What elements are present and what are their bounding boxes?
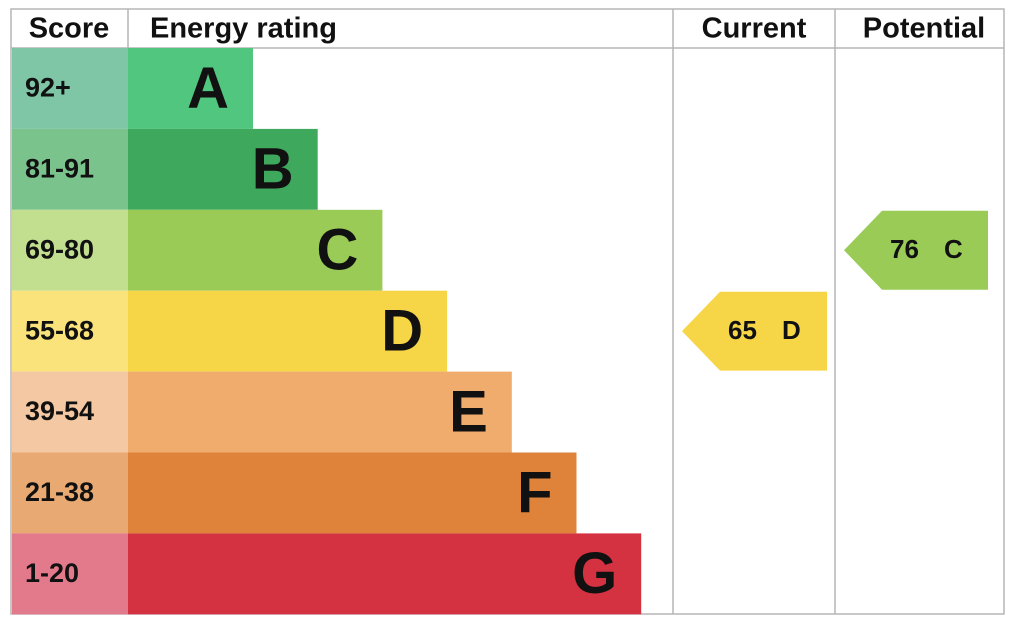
rating-bar bbox=[128, 48, 253, 129]
rating-letter: F bbox=[517, 460, 552, 525]
rating-letter: D bbox=[381, 298, 423, 363]
current-value: 65 bbox=[728, 315, 757, 345]
rating-bar bbox=[128, 533, 642, 615]
header-rating: Energy rating bbox=[150, 13, 337, 45]
rating-letter: C bbox=[317, 218, 359, 283]
rating-bar bbox=[128, 290, 448, 372]
score-cell bbox=[12, 371, 128, 453]
rating-bar bbox=[128, 452, 577, 534]
score-cell bbox=[12, 290, 128, 372]
potential-arrow bbox=[844, 210, 988, 290]
rating-bar bbox=[128, 371, 512, 453]
score-label: 69-80 bbox=[25, 234, 94, 264]
score-cell bbox=[12, 452, 128, 534]
current-letter: D bbox=[782, 315, 801, 345]
score-label: 81-91 bbox=[25, 153, 94, 183]
rating-letter: E bbox=[449, 379, 488, 444]
rating-bar bbox=[128, 128, 318, 210]
score-label: 39-54 bbox=[25, 396, 94, 426]
header-current: Current bbox=[702, 13, 807, 45]
score-label: 92+ bbox=[25, 73, 71, 103]
score-label: 21-38 bbox=[25, 477, 94, 507]
score-label: 55-68 bbox=[25, 315, 94, 345]
score-cell bbox=[12, 128, 128, 210]
rating-letter: B bbox=[252, 137, 294, 202]
score-cell bbox=[12, 209, 128, 291]
rating-letter: G bbox=[572, 541, 617, 606]
current-arrow bbox=[682, 291, 827, 371]
score-label: 1-20 bbox=[25, 558, 79, 588]
potential-letter: C bbox=[944, 234, 963, 264]
potential-value: 76 bbox=[890, 234, 919, 264]
header-score: Score bbox=[29, 13, 110, 45]
score-cell bbox=[12, 533, 128, 615]
header-potential: Potential bbox=[863, 13, 985, 45]
score-cell bbox=[12, 48, 128, 129]
rating-bar bbox=[128, 209, 383, 291]
rating-letter: A bbox=[187, 56, 229, 121]
